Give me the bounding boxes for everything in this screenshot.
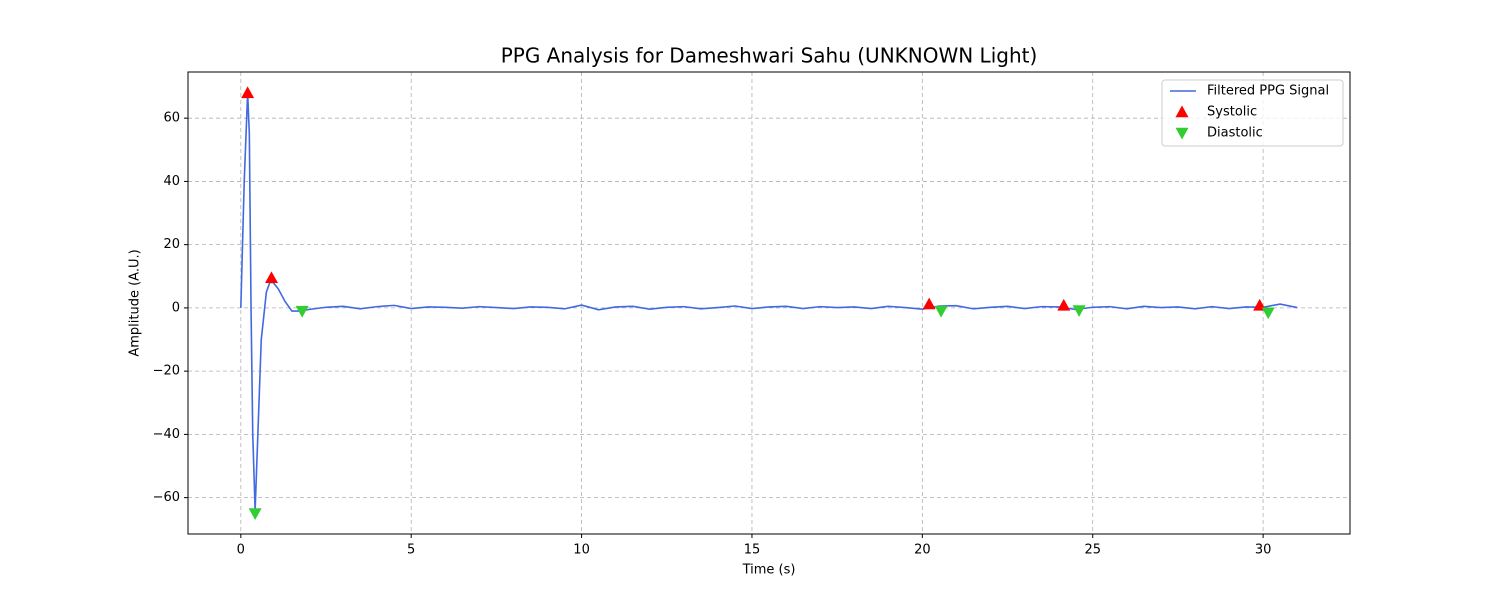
x-tick-label: 0 [237,543,245,558]
y-tick-label: 60 [163,111,180,126]
y-tick-label: −60 [153,490,180,505]
y-tick-label: 0 [172,300,180,315]
x-tick-label: 30 [1255,543,1272,558]
peak-marker [1057,298,1071,311]
x-tick-label: 20 [914,543,931,558]
legend-box [1161,79,1344,147]
peak-marker [922,297,936,310]
x-tick-label: 15 [744,543,761,558]
x-axis-label: Time (s) [742,563,796,578]
legend-label: Systolic [1207,105,1257,120]
y-tick-label: −40 [153,427,180,442]
peak-marker [264,271,278,284]
legend-label: Filtered PPG Signal [1207,84,1329,99]
y-tick-label: −20 [153,364,180,379]
peak-marker [248,508,262,520]
y-tick-label: 20 [163,237,180,252]
legend-swatch [1175,127,1189,140]
peak-marker [1261,307,1275,320]
x-tick-label: 5 [407,543,415,558]
plot-frame [187,71,1351,535]
x-tick-label: 25 [1084,543,1101,558]
peak-marker [1072,305,1086,317]
peak-marker [934,305,948,318]
peak-marker [295,305,309,318]
chart-title: PPG Analysis for Dameshwari Sahu (UNKNOW… [501,44,1038,68]
signal-line [240,92,1298,511]
y-tick-label: 40 [163,174,180,189]
legend-swatch [1175,105,1189,118]
x-tick-label: 10 [573,543,590,558]
y-axis-label: Amplitude (A.U.) [128,249,143,356]
legend-label: Diastolic [1207,126,1263,141]
peak-marker [241,86,255,99]
